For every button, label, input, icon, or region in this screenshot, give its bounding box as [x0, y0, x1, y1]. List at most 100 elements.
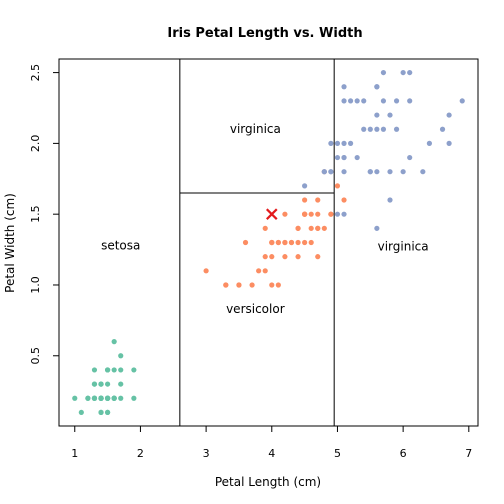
data-point-setosa [104, 395, 111, 401]
data-point-versicolor [321, 225, 327, 231]
x-tick-label: 5 [334, 447, 341, 460]
region-label-versicolor: versicolor [226, 302, 285, 316]
data-point-virginica [328, 140, 334, 146]
data-point-virginica [387, 197, 393, 203]
data-point-virginica [341, 169, 347, 175]
data-point-virginica [380, 69, 387, 76]
data-point-versicolor [269, 254, 275, 260]
data-point-virginica [341, 98, 347, 104]
x-axis-label: Petal Length (cm) [215, 475, 321, 489]
data-point-setosa [85, 395, 91, 401]
data-point-versicolor [315, 211, 321, 217]
data-point-virginica [341, 84, 347, 90]
data-point-versicolor [262, 225, 268, 231]
data-point-virginica [334, 140, 341, 146]
chart-title: Iris Petal Length vs. Width [167, 26, 362, 41]
data-point-setosa [111, 395, 117, 401]
data-point-virginica [374, 112, 380, 118]
data-point-versicolor [308, 239, 314, 246]
data-point-versicolor [302, 239, 308, 246]
data-point-virginica [347, 98, 354, 104]
data-point-virginica [426, 140, 433, 146]
data-point-virginica [361, 98, 367, 104]
data-point-versicolor [275, 239, 281, 246]
data-point-setosa [98, 381, 104, 387]
data-point-versicolor [262, 254, 268, 260]
data-point-virginica [341, 154, 347, 161]
data-point-virginica [439, 126, 446, 132]
data-point-virginica [361, 126, 367, 132]
y-axis-label: Petal Width (cm) [3, 193, 17, 293]
data-point-versicolor [295, 225, 301, 231]
data-point-virginica [341, 211, 347, 217]
data-point-versicolor [269, 239, 275, 246]
data-point-versicolor [262, 268, 268, 274]
data-point-setosa [118, 381, 124, 387]
highlight-marker [266, 208, 278, 220]
data-points [72, 69, 465, 416]
data-point-versicolor [223, 282, 229, 288]
data-point-versicolor [242, 239, 249, 246]
data-point-versicolor [315, 197, 321, 203]
data-point-setosa [91, 381, 98, 387]
data-point-virginica [446, 140, 452, 146]
data-point-virginica [354, 154, 360, 161]
data-point-virginica [393, 98, 400, 104]
data-point-versicolor [295, 254, 301, 260]
data-point-setosa [91, 395, 98, 401]
highlight-x-stroke [266, 208, 278, 220]
data-point-virginica [407, 69, 413, 76]
data-point-versicolor [341, 197, 347, 203]
data-point-versicolor [308, 211, 314, 217]
data-point-virginica [393, 126, 400, 132]
data-point-versicolor [308, 225, 314, 231]
data-point-virginica [400, 69, 406, 76]
data-point-setosa [72, 395, 78, 401]
data-point-versicolor [295, 239, 301, 246]
data-point-versicolor [282, 254, 288, 260]
x-tick-label: 6 [400, 447, 407, 460]
x-tick-label: 1 [71, 447, 78, 460]
data-point-setosa [131, 367, 137, 373]
region-label-virginica: virginica [378, 240, 429, 254]
data-point-versicolor [328, 211, 334, 217]
data-point-virginica [374, 225, 380, 231]
data-point-virginica [334, 154, 341, 161]
data-point-versicolor [203, 268, 209, 274]
data-point-setosa [78, 409, 84, 416]
data-point-versicolor [315, 254, 321, 260]
split-lines [179, 59, 335, 426]
region-label-setosa: setosa [101, 238, 140, 252]
data-point-virginica [380, 126, 387, 132]
y-tick-label: 1.0 [29, 276, 42, 294]
data-point-versicolor [236, 282, 242, 288]
data-point-virginica [374, 169, 380, 175]
data-point-versicolor [302, 197, 308, 203]
data-point-virginica [374, 84, 380, 90]
x-tick-label: 2 [137, 447, 144, 460]
data-point-setosa [104, 381, 111, 387]
data-point-versicolor [302, 211, 308, 217]
data-point-virginica [459, 98, 465, 104]
data-point-virginica [328, 169, 334, 175]
data-point-setosa [111, 339, 117, 345]
data-point-virginica [321, 169, 327, 175]
data-point-setosa [104, 409, 111, 416]
x-tick-label: 3 [203, 447, 210, 460]
data-point-versicolor [334, 183, 341, 189]
data-point-setosa [131, 395, 137, 401]
y-tick-label: 2.5 [29, 64, 42, 82]
data-point-virginica [367, 169, 373, 175]
data-point-setosa [111, 367, 117, 373]
data-point-virginica [367, 126, 373, 132]
y-axis: 0.5 1.0 1.5 2.0 2.5 [29, 64, 60, 365]
x-tick-label: 7 [465, 447, 472, 460]
data-point-virginica [354, 98, 360, 104]
data-point-virginica [400, 169, 406, 175]
data-point-versicolor [256, 268, 262, 274]
data-point-virginica [341, 140, 347, 146]
data-point-setosa [98, 395, 104, 401]
data-point-setosa [118, 353, 124, 359]
data-point-setosa [98, 409, 104, 416]
